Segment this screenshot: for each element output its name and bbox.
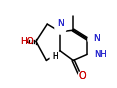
Text: HO: HO [20, 37, 34, 46]
Text: O: O [79, 71, 87, 81]
Text: HO: HO [20, 37, 34, 46]
Text: H: H [53, 52, 58, 61]
Text: N: N [93, 34, 100, 43]
Text: H: H [53, 52, 58, 61]
Text: O: O [79, 71, 87, 81]
Text: NH: NH [94, 50, 107, 59]
Text: NH: NH [94, 50, 107, 59]
Text: N: N [57, 19, 64, 28]
Text: N: N [93, 34, 100, 43]
Text: N: N [57, 19, 64, 28]
